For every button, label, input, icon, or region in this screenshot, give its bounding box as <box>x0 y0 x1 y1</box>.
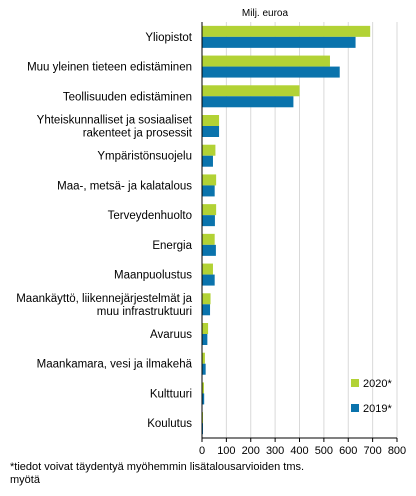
category-label: Kulttuuri <box>150 388 192 400</box>
x-tick-label: 600 <box>339 445 357 457</box>
x-tick-label: 300 <box>266 445 284 457</box>
bar-series-2 <box>202 155 213 167</box>
bar-series-1 <box>202 263 213 275</box>
category-label: Terveydenhuolto <box>108 210 192 222</box>
bar-series-2 <box>202 66 340 78</box>
bar-series-1 <box>202 144 216 156</box>
bar-series-1 <box>202 233 215 245</box>
legend-swatch <box>351 379 359 387</box>
category-label: Maankamara, vesi ja ilmakehä <box>37 359 193 371</box>
category-label: Maanpuolustus <box>114 270 192 282</box>
x-tick-label: 200 <box>242 445 260 457</box>
footnote-line: *tiedot voivat täydentyä myöhemmin lisät… <box>10 461 304 473</box>
bar-series-1 <box>202 115 220 126</box>
bar-series-2 <box>202 393 205 405</box>
bar-series-2 <box>202 126 220 137</box>
unit-label: Milj. euroa <box>242 8 289 19</box>
category-label: Muu yleinen tieteen edistäminen <box>27 62 192 74</box>
bar-series-2 <box>202 96 294 108</box>
legend: 2020* 2019* <box>351 378 392 415</box>
x-axis: 0 100 200 300 400 500 600 700 800 <box>199 22 406 457</box>
legend-label: 2019* <box>363 403 392 415</box>
category-label: Yhteiskunnalliset ja sosiaaliset rakentee… <box>37 115 193 140</box>
bar-series-1 <box>202 174 217 186</box>
bar-series-1 <box>202 382 204 394</box>
bar-series-2 <box>202 334 208 345</box>
x-tick-label: 100 <box>217 445 235 457</box>
bar-series-1 <box>202 85 300 97</box>
x-tick-label: 800 <box>388 445 406 457</box>
bar-series-2 <box>202 363 206 375</box>
bar-series-2 <box>202 274 215 286</box>
bar-series-1 <box>202 293 211 305</box>
footnote: *tiedot voivat täydentyä myöhemmin lisät… <box>10 461 304 486</box>
category-label: Ympäristönsuojelu <box>97 151 192 163</box>
category-label: Energia <box>152 240 192 252</box>
bars <box>202 25 371 435</box>
footnote-line: myötä <box>10 474 41 486</box>
category-label: Maankäyttö, liikennejärjestelmät ja muu i… <box>16 293 192 318</box>
legend-swatch <box>351 404 359 412</box>
gridlines <box>225 22 398 438</box>
bar-series-2 <box>202 244 216 256</box>
x-tick-label: 0 <box>199 445 205 457</box>
x-tick-label: 500 <box>315 445 333 457</box>
bar-series-1 <box>202 55 330 67</box>
category-label: Yliopistot <box>145 32 192 44</box>
bar-series-1 <box>202 204 217 216</box>
category-label: Koulutus <box>147 418 192 430</box>
bar-series-2 <box>202 215 215 227</box>
category-labels: Yliopistot Muu yleinen tieteen edistämine… <box>16 32 193 430</box>
bar-series-1 <box>202 323 209 334</box>
legend-label: 2020* <box>363 378 392 390</box>
x-tick-label: 400 <box>290 445 308 457</box>
category-label: Maa-, metsä- ja kalatalous <box>57 180 192 192</box>
category-label: Teollisuuden edistäminen <box>63 91 192 103</box>
x-tick-label: 700 <box>363 445 381 457</box>
bar-series-2 <box>202 304 211 316</box>
bar-series-2 <box>202 36 356 48</box>
bar-series-2 <box>202 185 215 197</box>
category-label: Avaruus <box>150 329 192 341</box>
bar-series-1 <box>202 25 371 37</box>
bar-series-1 <box>202 352 205 364</box>
